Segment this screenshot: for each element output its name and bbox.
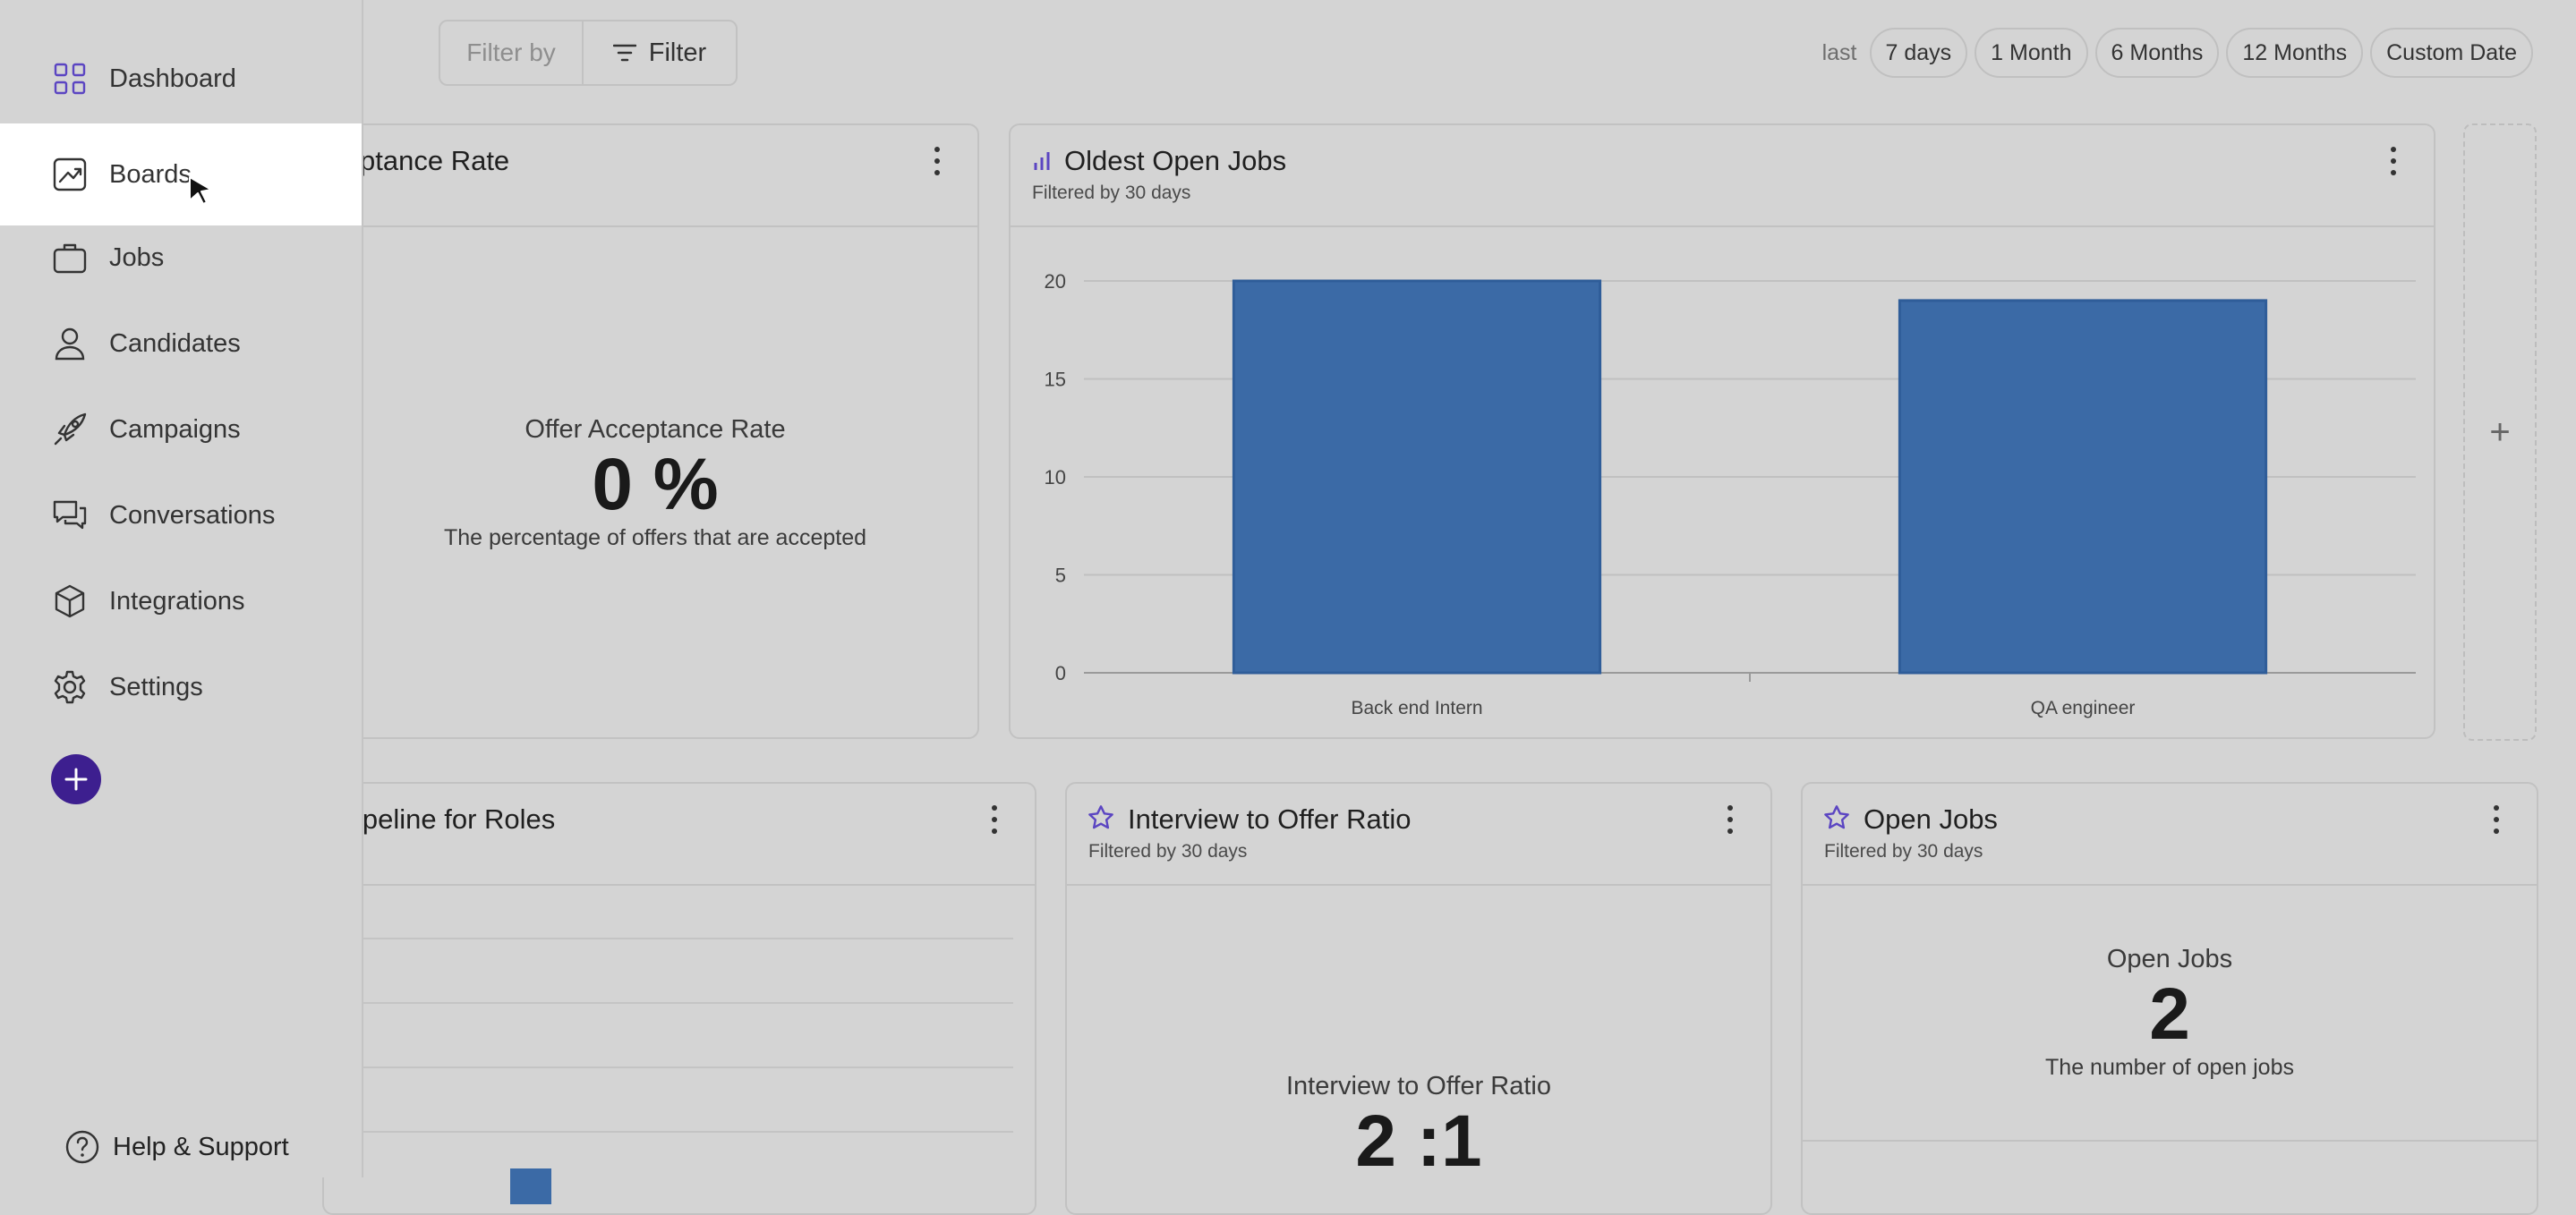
metric-label: Interview to Offer Ratio [1285, 1072, 1552, 1100]
card-title: Interview to Offer Ratio [1128, 803, 1412, 835]
card-header: ptance Rate [324, 125, 977, 227]
y-tick-label: 15 [1045, 369, 1066, 391]
help-icon [65, 1130, 99, 1164]
x-tick-label: QA engineer [2031, 698, 2136, 718]
sidebar-item-boards[interactable]: Boards [0, 123, 362, 225]
metric-block: Offer Acceptance Rate 0 % The percentage… [333, 415, 977, 551]
filter-icon [612, 44, 636, 62]
gridline [324, 938, 1013, 939]
interview-offer-card: Interview to Offer Ratio Filtered by 30 … [1065, 782, 1772, 1215]
chart-bar [1898, 299, 2268, 675]
sidebar-item-candidates[interactable]: Candidates [0, 301, 362, 387]
sidebar-item-dashboard[interactable]: Dashboard [0, 36, 362, 122]
range-1-month[interactable]: 1 Month [1975, 28, 2088, 78]
metric-description: The number of open jobs [2045, 1055, 2294, 1081]
sidebar-item-label: Candidates [109, 328, 241, 358]
y-tick-label: 20 [1045, 270, 1066, 293]
rocket-icon [54, 412, 87, 446]
card-subtitle: Filtered by 30 days [1088, 841, 1248, 862]
card-header: Open Jobs Filtered by 30 days [1803, 784, 2537, 886]
more-options-icon[interactable] [933, 147, 942, 175]
sidebar-item-jobs[interactable]: Jobs [0, 215, 362, 301]
sidebar-item-label: Jobs [109, 242, 165, 272]
metric-value: 0 % [592, 444, 719, 525]
gear-icon [54, 670, 86, 704]
y-tick-label: 10 [1045, 466, 1066, 489]
filter-label: Filter [648, 38, 707, 67]
sidebar-item-label: Integrations [109, 586, 245, 616]
card-title: Open Jobs [1864, 803, 1998, 835]
open-jobs-card: Open Jobs Filtered by 30 days Open Jobs … [1801, 782, 2538, 1215]
sidebar-item-conversations[interactable]: Conversations [0, 472, 362, 558]
plus-icon [64, 768, 88, 791]
more-options-icon[interactable] [1726, 805, 1735, 834]
add-card-button[interactable]: + [2463, 123, 2537, 741]
mouse-cursor-icon [189, 176, 212, 205]
date-range-selector: last 7 days 1 Month 6 Months 12 Months C… [1822, 28, 2533, 78]
sidebar-item-label: Boards [109, 159, 192, 189]
sidebar-item-label: Campaigns [109, 414, 241, 444]
card-header: Interview to Offer Ratio Filtered by 30 … [1067, 784, 1770, 886]
cube-icon [55, 584, 85, 618]
metric-description: The percentage of offers that are accept… [443, 525, 867, 551]
range-7-days[interactable]: 7 days [1869, 28, 1968, 78]
sidebar-item-label: Conversations [109, 500, 276, 530]
offer-acceptance-card: ptance Rate Offer Acceptance Rate 0 % Th… [322, 123, 979, 739]
metric-label: Offer Acceptance Rate [525, 415, 786, 444]
sidebar-item-label: Dashboard [109, 64, 236, 93]
person-icon [55, 327, 85, 361]
range-prefix: last [1821, 39, 1857, 65]
metric-label: Open Jobs [2106, 945, 2233, 973]
card-subtitle: Filtered by 30 days [1824, 841, 1983, 862]
card-header: Oldest Open Jobs Filtered by 30 days [1011, 125, 2434, 227]
more-options-icon[interactable] [990, 805, 999, 834]
help-label: Help & Support [113, 1132, 289, 1161]
trend-chart-icon [53, 157, 87, 191]
pipeline-card: ipeline for Roles [322, 782, 1036, 1215]
more-options-icon[interactable] [2492, 805, 2501, 834]
more-options-icon[interactable] [2389, 147, 2398, 175]
chart-bar [1232, 279, 1602, 675]
chat-icon [53, 500, 87, 530]
filter-by-input[interactable]: Filter by [440, 21, 584, 84]
metric-value: 2 [2149, 973, 2190, 1055]
range-12-months[interactable]: 12 Months [2226, 28, 2364, 78]
card-subtitle: Filtered by 30 days [1032, 183, 1191, 203]
analytics-dashboard: ytics Filter by Filter last 7 days 1 Mon… [295, 20, 2538, 1215]
grid-icon [54, 63, 86, 95]
card-title: ipeline for Roles [356, 803, 556, 835]
oldest-jobs-bar-chart: 0 5 10 15 20 Back end Intern QA engineer [1045, 270, 2416, 718]
card-title: Oldest Open Jobs [1064, 145, 1287, 176]
sidebar-item-label: Settings [109, 672, 203, 701]
help-support-link[interactable]: Help & Support [64, 1129, 289, 1165]
range-6-months[interactable]: 6 Months [2094, 28, 2220, 78]
y-tick-label: 5 [1055, 565, 1066, 587]
range-custom-date[interactable]: Custom Date [2370, 28, 2533, 78]
sidebar-item-settings[interactable]: Settings [0, 644, 362, 730]
sidebar-item-integrations[interactable]: Integrations [0, 558, 362, 644]
y-tick-label: 0 [1055, 662, 1066, 684]
divider [1803, 1140, 2537, 1142]
star-icon[interactable] [1822, 803, 1851, 832]
chart-bar [510, 1168, 551, 1204]
gridline [324, 1002, 1013, 1004]
metric-block: Open Jobs 2 The number of open jobs [1803, 945, 2537, 1081]
sidebar-nav: Dashboard Boards Jobs Candidates Campaig… [0, 0, 363, 1177]
sidebar-item-campaigns[interactable]: Campaigns [0, 387, 362, 472]
filter-button[interactable]: Filter [584, 21, 736, 84]
gridline [324, 1131, 1013, 1133]
x-tick-label: Back end Intern [1351, 698, 1482, 718]
briefcase-icon [53, 243, 87, 274]
star-icon[interactable] [1087, 803, 1115, 832]
card-title: ptance Rate [360, 145, 510, 176]
card-header: ipeline for Roles [324, 784, 1035, 886]
add-button[interactable] [51, 754, 101, 804]
metric-value: 2 :1 [1355, 1100, 1482, 1182]
oldest-open-jobs-card: Oldest Open Jobs Filtered by 30 days 0 5 1… [1009, 123, 2435, 739]
gridline [324, 1066, 1013, 1068]
metric-block: Interview to Offer Ratio 2 :1 [1067, 1072, 1770, 1182]
filter-group: Filter by Filter [439, 20, 738, 86]
bar-chart-icon [1034, 152, 1050, 170]
